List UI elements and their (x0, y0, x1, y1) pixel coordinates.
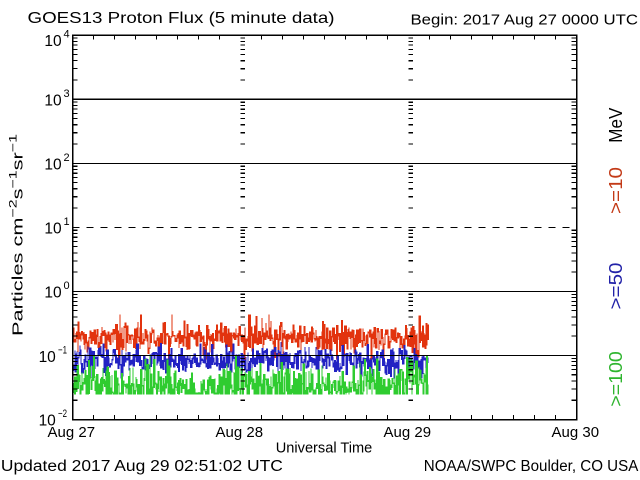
svg-text:10: 10 (44, 157, 62, 174)
svg-text:10: 10 (44, 221, 62, 238)
svg-text:Updated 2017 Aug 29 02:51:02 U: Updated 2017 Aug 29 02:51:02 UTC (1, 458, 283, 475)
svg-text:10: 10 (44, 93, 62, 110)
svg-text:NOAA/SWPC Boulder, CO USA: NOAA/SWPC Boulder, CO USA (424, 458, 639, 475)
svg-text:4: 4 (64, 29, 70, 41)
svg-text:Particles cm−2s−1sr−1: Particles cm−2s−1sr−1 (8, 134, 27, 336)
svg-text:Begin: 2017 Aug 27 0000 UTC: Begin: 2017 Aug 27 0000 UTC (411, 11, 639, 28)
svg-text:2: 2 (64, 152, 70, 164)
svg-text:>=100: >=100 (606, 351, 626, 407)
svg-text:>=10: >=10 (606, 167, 626, 214)
svg-text:Aug 30: Aug 30 (552, 425, 600, 441)
svg-text:−1: −1 (58, 344, 67, 356)
svg-text:3: 3 (64, 88, 70, 100)
svg-text:10: 10 (44, 285, 62, 302)
svg-text:Universal Time: Universal Time (276, 440, 373, 457)
svg-text:10: 10 (39, 413, 57, 430)
svg-text:MeV: MeV (606, 108, 626, 143)
svg-text:GOES13 Proton Flux (5 minute d: GOES13 Proton Flux (5 minute data) (28, 10, 335, 27)
svg-text:−2: −2 (58, 408, 67, 420)
svg-text:0: 0 (64, 280, 70, 292)
svg-text:>=50: >=50 (606, 263, 626, 310)
svg-text:10: 10 (39, 349, 57, 366)
svg-text:Aug 27: Aug 27 (48, 425, 96, 441)
svg-text:10: 10 (44, 33, 62, 50)
svg-text:Aug 29: Aug 29 (384, 425, 432, 441)
svg-text:Aug 28: Aug 28 (216, 425, 264, 441)
svg-text:1: 1 (64, 216, 70, 228)
